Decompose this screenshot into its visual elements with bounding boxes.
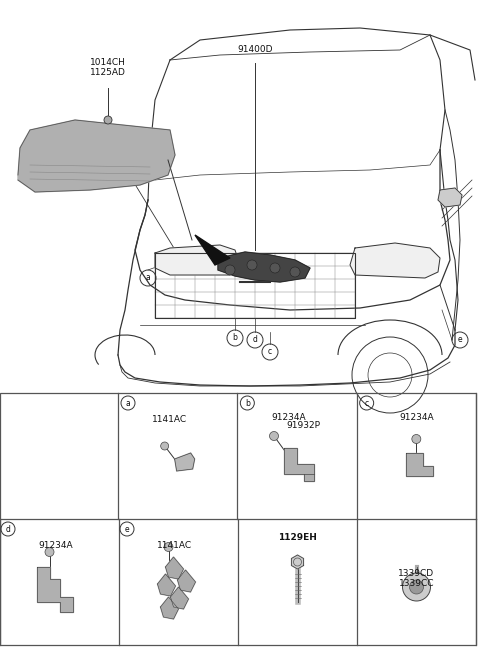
Circle shape	[269, 432, 278, 440]
Text: 91234A: 91234A	[272, 413, 306, 422]
Polygon shape	[304, 474, 314, 481]
Polygon shape	[178, 570, 195, 592]
Text: c: c	[268, 348, 272, 356]
Text: 91932P: 91932P	[286, 421, 320, 430]
Circle shape	[164, 543, 173, 552]
Polygon shape	[218, 252, 310, 282]
Text: c: c	[365, 398, 369, 407]
Circle shape	[290, 267, 300, 277]
Polygon shape	[18, 120, 175, 192]
Text: d: d	[252, 335, 257, 344]
Circle shape	[161, 442, 168, 450]
Polygon shape	[438, 188, 462, 207]
Polygon shape	[195, 235, 230, 265]
Circle shape	[247, 260, 257, 270]
Circle shape	[270, 263, 280, 273]
Text: d: d	[6, 525, 11, 533]
Circle shape	[45, 548, 54, 556]
Text: e: e	[458, 335, 462, 344]
Polygon shape	[291, 555, 303, 569]
Text: 1339CD
1339CC: 1339CD 1339CC	[398, 569, 434, 588]
Text: 1014CH
1125AD: 1014CH 1125AD	[90, 58, 126, 77]
Text: 1141AC: 1141AC	[157, 541, 192, 550]
Circle shape	[412, 434, 421, 443]
Polygon shape	[155, 245, 240, 275]
Text: 1129EH: 1129EH	[278, 533, 317, 542]
Polygon shape	[166, 557, 183, 579]
Circle shape	[225, 265, 235, 275]
Polygon shape	[175, 453, 195, 471]
Polygon shape	[350, 243, 440, 278]
Circle shape	[403, 573, 431, 601]
Text: a: a	[145, 274, 150, 283]
Polygon shape	[36, 567, 72, 612]
Circle shape	[409, 580, 423, 594]
Polygon shape	[170, 587, 189, 609]
Text: 91234A: 91234A	[399, 413, 433, 422]
Text: b: b	[245, 398, 250, 407]
Polygon shape	[407, 453, 433, 476]
Text: 91234A: 91234A	[38, 541, 73, 550]
Circle shape	[104, 116, 112, 124]
Text: 91400D: 91400D	[237, 45, 273, 54]
Text: 1141AC: 1141AC	[152, 415, 187, 424]
Text: a: a	[126, 398, 131, 407]
Polygon shape	[157, 574, 176, 596]
Bar	[155, 253, 355, 318]
Text: b: b	[233, 333, 238, 342]
Bar	[0, 393, 476, 645]
Polygon shape	[284, 448, 314, 474]
Text: e: e	[125, 525, 129, 533]
Polygon shape	[160, 597, 179, 619]
